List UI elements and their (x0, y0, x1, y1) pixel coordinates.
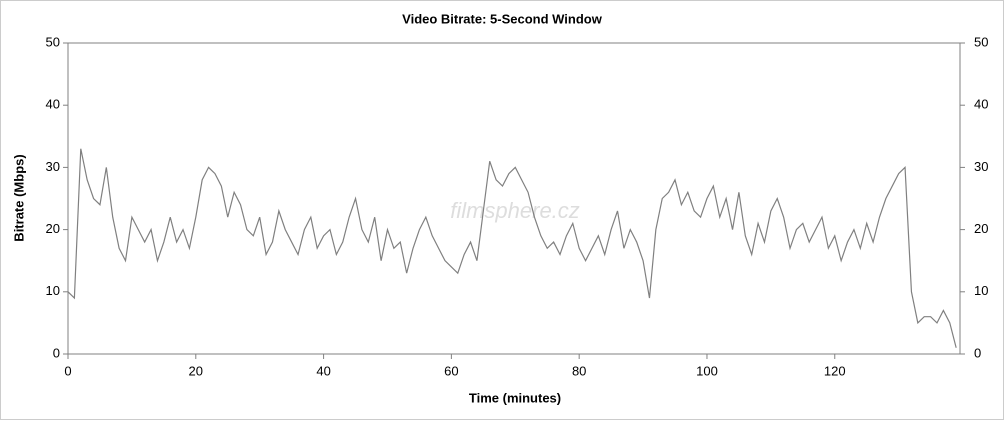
x-tick-label: 20 (189, 363, 203, 378)
y2-tick-label: 0 (974, 345, 981, 360)
y-tick-label: 10 (46, 283, 60, 298)
x-axis-label: Time (minutes) (469, 390, 561, 405)
x-tick-label: 100 (696, 363, 718, 378)
y2-tick-label: 30 (974, 159, 988, 174)
y2-tick-label: 50 (974, 34, 988, 49)
y-tick-label: 0 (53, 345, 60, 360)
y2-tick-label: 20 (974, 221, 988, 236)
y-tick-label: 40 (46, 97, 60, 112)
y-tick-label: 50 (46, 34, 60, 49)
x-tick-label: 80 (572, 363, 586, 378)
x-tick-label: 40 (316, 363, 330, 378)
x-tick-label: 60 (444, 363, 458, 378)
y-axis-label: Bitrate (Mbps) (11, 154, 26, 241)
x-tick-label: 120 (824, 363, 846, 378)
y-tick-label: 20 (46, 221, 60, 236)
y-tick-label: 30 (46, 159, 60, 174)
chart-title: Video Bitrate: 5-Second Window (402, 11, 603, 26)
bitrate-line (67, 148, 957, 348)
y2-tick-label: 10 (974, 283, 988, 298)
plot-border (67, 42, 961, 355)
y2-tick-label: 40 (974, 97, 988, 112)
x-tick-label: 0 (64, 363, 71, 378)
watermark: filmsphere.cz (450, 198, 580, 223)
